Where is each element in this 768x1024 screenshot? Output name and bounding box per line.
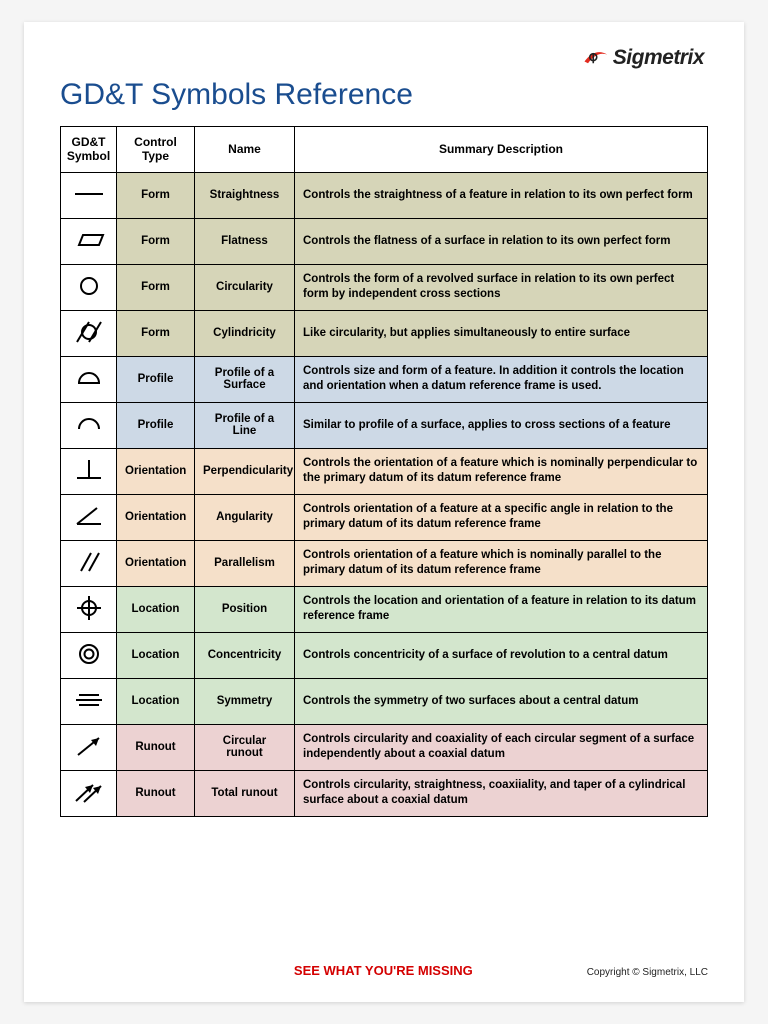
table-row: LocationConcentricityControls concentric… — [61, 632, 708, 678]
symbol-cell — [61, 494, 117, 540]
type-cell: Runout — [117, 724, 195, 770]
desc-cell: Controls the straightness of a feature i… — [295, 172, 708, 218]
table-row: OrientationAngularityControls orientatio… — [61, 494, 708, 540]
name-cell: Total runout — [195, 770, 295, 816]
desc-cell: Controls the flatness of a surface in re… — [295, 218, 708, 264]
angularity-icon — [69, 501, 109, 531]
desc-cell: Controls size and form of a feature. In … — [295, 356, 708, 402]
profile-surface-icon — [69, 363, 109, 393]
cylindricity-icon — [69, 317, 109, 347]
symbol-cell — [61, 172, 117, 218]
name-cell: Profile of a Surface — [195, 356, 295, 402]
symbol-cell — [61, 632, 117, 678]
total-runout-icon — [69, 777, 109, 807]
desc-cell: Controls orientation of a feature at a s… — [295, 494, 708, 540]
symbol-cell — [61, 218, 117, 264]
name-cell: Cylindricity — [195, 310, 295, 356]
type-cell: Runout — [117, 770, 195, 816]
desc-cell: Controls the symmetry of two surfaces ab… — [295, 678, 708, 724]
table-row: ProfileProfile of a LineSimilar to profi… — [61, 402, 708, 448]
table-row: FormCylindricityLike circularity, but ap… — [61, 310, 708, 356]
col-type: Control Type — [117, 127, 195, 173]
type-cell: Location — [117, 678, 195, 724]
symbol-cell — [61, 770, 117, 816]
desc-cell: Controls the form of a revolved surface … — [295, 264, 708, 310]
desc-cell: Controls circularity, straightness, coax… — [295, 770, 708, 816]
profile-line-icon — [69, 409, 109, 439]
page-title: GD&T Symbols Reference — [60, 78, 708, 112]
symbol-cell — [61, 448, 117, 494]
reference-table: GD&T Symbol Control Type Name Summary De… — [60, 126, 708, 817]
desc-cell: Controls circularity and coaxiality of e… — [295, 724, 708, 770]
type-cell: Profile — [117, 402, 195, 448]
type-cell: Location — [117, 632, 195, 678]
position-icon — [69, 593, 109, 623]
col-desc: Summary Description — [295, 127, 708, 173]
circularity-icon — [69, 271, 109, 301]
desc-cell: Controls the location and orientation of… — [295, 586, 708, 632]
symbol-cell — [61, 264, 117, 310]
symbol-cell — [61, 540, 117, 586]
straightness-icon — [69, 179, 109, 209]
name-cell: Angularity — [195, 494, 295, 540]
desc-cell: Like circularity, but applies simultaneo… — [295, 310, 708, 356]
table-row: RunoutTotal runoutControls circularity, … — [61, 770, 708, 816]
col-name: Name — [195, 127, 295, 173]
brand-swoosh-icon — [581, 44, 609, 72]
desc-cell: Controls orientation of a feature which … — [295, 540, 708, 586]
symbol-cell — [61, 356, 117, 402]
brand-name: Sigmetrix — [613, 46, 704, 70]
table-row: ProfileProfile of a SurfaceControls size… — [61, 356, 708, 402]
page-footer: SEE WHAT YOU'RE MISSING Copyright © Sigm… — [60, 963, 708, 978]
name-cell: Position — [195, 586, 295, 632]
table-row: OrientationPerpendicularityControls the … — [61, 448, 708, 494]
table-row: OrientationParallelismControls orientati… — [61, 540, 708, 586]
table-row: LocationPositionControls the location an… — [61, 586, 708, 632]
type-cell: Form — [117, 172, 195, 218]
table-row: RunoutCircular runoutControls circularit… — [61, 724, 708, 770]
type-cell: Form — [117, 310, 195, 356]
name-cell: Circularity — [195, 264, 295, 310]
name-cell: Circular runout — [195, 724, 295, 770]
type-cell: Orientation — [117, 448, 195, 494]
type-cell: Profile — [117, 356, 195, 402]
type-cell: Orientation — [117, 494, 195, 540]
name-cell: Straightness — [195, 172, 295, 218]
symbol-cell — [61, 310, 117, 356]
desc-cell: Controls concentricity of a surface of r… — [295, 632, 708, 678]
table-row: FormCircularityControls the form of a re… — [61, 264, 708, 310]
symbol-cell — [61, 402, 117, 448]
table-header-row: GD&T Symbol Control Type Name Summary De… — [61, 127, 708, 173]
desc-cell: Controls the orientation of a feature wh… — [295, 448, 708, 494]
symbol-cell — [61, 678, 117, 724]
footer-copyright: Copyright © Sigmetrix, LLC — [587, 967, 708, 978]
type-cell: Form — [117, 218, 195, 264]
circular-runout-icon — [69, 731, 109, 761]
page: Sigmetrix GD&T Symbols Reference GD&T Sy… — [24, 22, 744, 1002]
name-cell: Parallelism — [195, 540, 295, 586]
brand-logo: Sigmetrix — [581, 44, 704, 72]
symbol-cell — [61, 586, 117, 632]
perpendicularity-icon — [69, 455, 109, 485]
table-row: LocationSymmetryControls the symmetry of… — [61, 678, 708, 724]
desc-cell: Similar to profile of a surface, applies… — [295, 402, 708, 448]
name-cell: Profile of a Line — [195, 402, 295, 448]
name-cell: Flatness — [195, 218, 295, 264]
type-cell: Orientation — [117, 540, 195, 586]
flatness-icon — [69, 225, 109, 255]
name-cell: Concentricity — [195, 632, 295, 678]
symbol-cell — [61, 724, 117, 770]
col-symbol: GD&T Symbol — [61, 127, 117, 173]
name-cell: Symmetry — [195, 678, 295, 724]
type-cell: Location — [117, 586, 195, 632]
footer-tagline: SEE WHAT YOU'RE MISSING — [180, 963, 587, 978]
table-row: FormStraightnessControls the straightnes… — [61, 172, 708, 218]
table-row: FormFlatnessControls the flatness of a s… — [61, 218, 708, 264]
parallelism-icon — [69, 547, 109, 577]
type-cell: Form — [117, 264, 195, 310]
name-cell: Perpendicularity — [195, 448, 295, 494]
concentricity-icon — [69, 639, 109, 669]
symmetry-icon — [69, 685, 109, 715]
